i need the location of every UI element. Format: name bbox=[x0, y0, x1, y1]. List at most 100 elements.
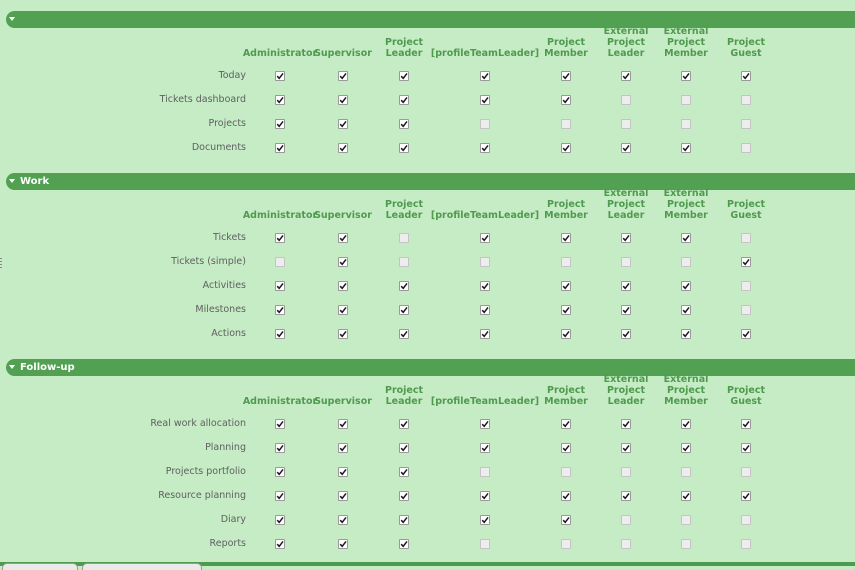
access-checkbox-external-project-leader[interactable] bbox=[621, 419, 631, 429]
access-checkbox-external-project-leader[interactable] bbox=[621, 539, 631, 549]
access-checkbox-administrator[interactable] bbox=[275, 95, 285, 105]
access-checkbox-project-leader[interactable] bbox=[399, 539, 409, 549]
access-checkbox-project-leader[interactable] bbox=[399, 233, 409, 243]
access-checkbox-project-guest[interactable] bbox=[741, 419, 751, 429]
access-checkbox-project-leader[interactable] bbox=[399, 119, 409, 129]
access-checkbox-supervisor[interactable] bbox=[338, 119, 348, 129]
access-checkbox-supervisor[interactable] bbox=[338, 491, 348, 501]
access-checkbox-administrator[interactable] bbox=[275, 515, 285, 525]
access-checkbox-administrator[interactable] bbox=[275, 257, 285, 267]
access-checkbox-profile-team-leader[interactable] bbox=[480, 71, 490, 81]
access-checkbox-profile-team-leader[interactable] bbox=[480, 143, 490, 153]
access-checkbox-project-guest[interactable] bbox=[741, 233, 751, 243]
chevron-down-icon[interactable] bbox=[9, 365, 15, 369]
access-checkbox-project-leader[interactable] bbox=[399, 257, 409, 267]
access-checkbox-profile-team-leader[interactable] bbox=[480, 233, 490, 243]
access-checkbox-project-leader[interactable] bbox=[399, 491, 409, 501]
access-checkbox-profile-team-leader[interactable] bbox=[480, 491, 490, 501]
access-checkbox-administrator[interactable] bbox=[275, 119, 285, 129]
access-checkbox-profile-team-leader[interactable] bbox=[480, 467, 490, 477]
access-checkbox-external-project-member[interactable] bbox=[681, 281, 691, 291]
access-checkbox-project-member[interactable] bbox=[561, 539, 571, 549]
access-checkbox-profile-team-leader[interactable] bbox=[480, 515, 490, 525]
access-checkbox-profile-team-leader[interactable] bbox=[480, 95, 490, 105]
access-checkbox-external-project-member[interactable] bbox=[681, 467, 691, 477]
access-checkbox-external-project-leader[interactable] bbox=[621, 515, 631, 525]
access-checkbox-external-project-leader[interactable] bbox=[621, 119, 631, 129]
footer-tab-1[interactable] bbox=[2, 563, 78, 570]
access-checkbox-external-project-leader[interactable] bbox=[621, 257, 631, 267]
access-checkbox-supervisor[interactable] bbox=[338, 143, 348, 153]
access-checkbox-external-project-leader[interactable] bbox=[621, 71, 631, 81]
access-checkbox-project-guest[interactable] bbox=[741, 95, 751, 105]
access-checkbox-project-member[interactable] bbox=[561, 143, 571, 153]
access-checkbox-administrator[interactable] bbox=[275, 71, 285, 81]
access-checkbox-external-project-member[interactable] bbox=[681, 71, 691, 81]
access-checkbox-supervisor[interactable] bbox=[338, 305, 348, 315]
access-checkbox-project-guest[interactable] bbox=[741, 467, 751, 477]
chevron-down-icon[interactable] bbox=[9, 179, 15, 183]
access-checkbox-supervisor[interactable] bbox=[338, 95, 348, 105]
access-checkbox-external-project-member[interactable] bbox=[681, 257, 691, 267]
access-checkbox-external-project-leader[interactable] bbox=[621, 281, 631, 291]
access-checkbox-supervisor[interactable] bbox=[338, 539, 348, 549]
access-checkbox-supervisor[interactable] bbox=[338, 467, 348, 477]
access-checkbox-external-project-member[interactable] bbox=[681, 539, 691, 549]
access-checkbox-supervisor[interactable] bbox=[338, 515, 348, 525]
access-checkbox-project-guest[interactable] bbox=[741, 143, 751, 153]
access-checkbox-project-member[interactable] bbox=[561, 443, 571, 453]
access-checkbox-project-leader[interactable] bbox=[399, 467, 409, 477]
access-checkbox-project-member[interactable] bbox=[561, 281, 571, 291]
access-checkbox-project-leader[interactable] bbox=[399, 419, 409, 429]
access-checkbox-external-project-leader[interactable] bbox=[621, 233, 631, 243]
access-checkbox-administrator[interactable] bbox=[275, 539, 285, 549]
access-checkbox-project-leader[interactable] bbox=[399, 281, 409, 291]
access-checkbox-project-guest[interactable] bbox=[741, 491, 751, 501]
access-checkbox-project-guest[interactable] bbox=[741, 443, 751, 453]
section-header[interactable] bbox=[6, 11, 855, 28]
access-checkbox-external-project-member[interactable] bbox=[681, 443, 691, 453]
access-checkbox-project-member[interactable] bbox=[561, 305, 571, 315]
access-checkbox-profile-team-leader[interactable] bbox=[480, 329, 490, 339]
access-checkbox-administrator[interactable] bbox=[275, 491, 285, 501]
access-checkbox-external-project-leader[interactable] bbox=[621, 467, 631, 477]
access-checkbox-administrator[interactable] bbox=[275, 233, 285, 243]
access-checkbox-external-project-leader[interactable] bbox=[621, 491, 631, 501]
access-checkbox-project-guest[interactable] bbox=[741, 119, 751, 129]
access-checkbox-supervisor[interactable] bbox=[338, 419, 348, 429]
access-checkbox-administrator[interactable] bbox=[275, 329, 285, 339]
access-checkbox-project-leader[interactable] bbox=[399, 71, 409, 81]
splitter-handle[interactable] bbox=[0, 258, 2, 270]
access-checkbox-project-leader[interactable] bbox=[399, 329, 409, 339]
access-checkbox-project-member[interactable] bbox=[561, 419, 571, 429]
section-header[interactable]: Work bbox=[6, 173, 855, 190]
access-checkbox-project-member[interactable] bbox=[561, 233, 571, 243]
access-checkbox-project-member[interactable] bbox=[561, 257, 571, 267]
access-checkbox-project-leader[interactable] bbox=[399, 305, 409, 315]
access-checkbox-project-guest[interactable] bbox=[741, 71, 751, 81]
access-checkbox-administrator[interactable] bbox=[275, 467, 285, 477]
access-checkbox-supervisor[interactable] bbox=[338, 71, 348, 81]
access-checkbox-external-project-leader[interactable] bbox=[621, 305, 631, 315]
access-checkbox-project-member[interactable] bbox=[561, 329, 571, 339]
access-checkbox-administrator[interactable] bbox=[275, 443, 285, 453]
access-checkbox-administrator[interactable] bbox=[275, 281, 285, 291]
access-checkbox-external-project-member[interactable] bbox=[681, 233, 691, 243]
chevron-down-icon[interactable] bbox=[9, 17, 15, 21]
access-checkbox-project-member[interactable] bbox=[561, 95, 571, 105]
access-checkbox-project-guest[interactable] bbox=[741, 305, 751, 315]
access-checkbox-project-member[interactable] bbox=[561, 467, 571, 477]
access-checkbox-external-project-member[interactable] bbox=[681, 305, 691, 315]
footer-tab-2[interactable] bbox=[82, 563, 202, 570]
access-checkbox-external-project-member[interactable] bbox=[681, 95, 691, 105]
access-checkbox-project-member[interactable] bbox=[561, 515, 571, 525]
access-checkbox-external-project-leader[interactable] bbox=[621, 443, 631, 453]
access-checkbox-profile-team-leader[interactable] bbox=[480, 119, 490, 129]
access-checkbox-project-member[interactable] bbox=[561, 119, 571, 129]
access-checkbox-external-project-member[interactable] bbox=[681, 419, 691, 429]
access-checkbox-external-project-member[interactable] bbox=[681, 143, 691, 153]
access-checkbox-supervisor[interactable] bbox=[338, 257, 348, 267]
access-checkbox-external-project-leader[interactable] bbox=[621, 329, 631, 339]
access-checkbox-profile-team-leader[interactable] bbox=[480, 539, 490, 549]
access-checkbox-profile-team-leader[interactable] bbox=[480, 257, 490, 267]
